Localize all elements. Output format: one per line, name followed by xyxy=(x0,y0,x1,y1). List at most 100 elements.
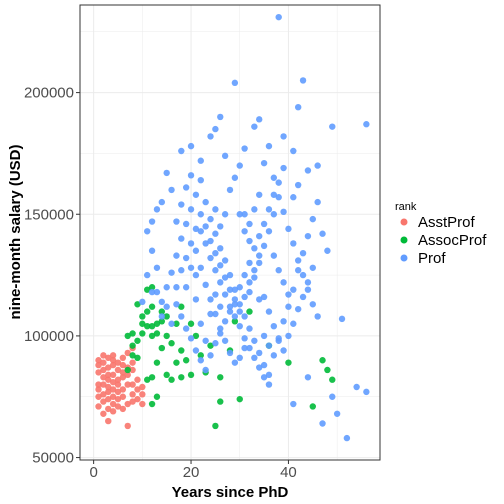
data-point-prof xyxy=(270,174,278,181)
data-point-assocprof xyxy=(178,347,185,354)
data-point-assocprof xyxy=(319,357,326,364)
data-point-assocprof xyxy=(144,322,151,330)
data-point-assocprof xyxy=(197,352,204,359)
x-axis-title: Years since PhD xyxy=(172,484,289,501)
data-point-asstprof xyxy=(134,386,141,393)
data-point-prof xyxy=(231,359,239,366)
data-point-prof xyxy=(260,361,268,369)
data-point-prof xyxy=(309,215,316,223)
data-point-asstprof xyxy=(124,400,131,408)
data-point-asstprof xyxy=(139,391,146,398)
data-point-prof xyxy=(192,191,200,198)
data-point-prof xyxy=(241,271,248,279)
data-point-prof xyxy=(260,242,268,250)
data-point-prof xyxy=(212,291,219,298)
data-point-assocprof xyxy=(139,320,146,327)
data-point-assocprof xyxy=(163,332,170,340)
data-point-prof xyxy=(251,123,258,130)
data-point-prof xyxy=(231,174,239,181)
data-point-assocprof xyxy=(168,376,175,383)
y-tick-label: 150000 xyxy=(24,206,74,223)
data-point-prof xyxy=(173,218,180,225)
data-point-prof xyxy=(212,340,219,347)
data-point-asstprof xyxy=(139,383,146,391)
data-point-asstprof xyxy=(105,354,112,362)
data-point-prof xyxy=(158,313,166,320)
data-point-prof xyxy=(212,230,219,237)
data-point-asstprof xyxy=(100,366,107,374)
data-point-assocprof xyxy=(148,303,156,310)
data-point-prof xyxy=(187,172,195,179)
data-point-assocprof xyxy=(168,340,175,347)
data-point-prof xyxy=(363,388,370,396)
data-point-prof xyxy=(260,332,268,340)
data-point-prof xyxy=(314,198,321,206)
data-point-prof xyxy=(299,77,307,84)
data-point-assocprof xyxy=(124,366,131,374)
data-point-prof xyxy=(265,342,273,349)
data-point-prof xyxy=(187,335,195,342)
data-point-prof xyxy=(251,267,258,274)
data-point-assocprof xyxy=(153,330,161,337)
data-point-assocprof xyxy=(173,359,180,366)
data-point-asstprof xyxy=(114,359,122,366)
data-point-prof xyxy=(197,228,204,235)
legend-label-assocprof: AssocProf xyxy=(418,232,487,249)
data-point-asstprof xyxy=(109,352,117,359)
data-point-prof xyxy=(256,364,263,371)
data-point-prof xyxy=(285,291,292,298)
data-point-asstprof xyxy=(109,386,117,393)
data-point-prof xyxy=(221,211,229,218)
data-point-assocprof xyxy=(187,320,195,327)
data-point-prof xyxy=(290,320,297,327)
data-point-prof xyxy=(236,308,243,315)
data-point-prof xyxy=(163,169,170,177)
data-point-prof xyxy=(182,220,190,228)
data-point-prof xyxy=(226,349,234,357)
data-point-prof xyxy=(256,259,263,267)
data-point-prof xyxy=(265,206,273,213)
data-point-asstprof xyxy=(114,376,122,383)
data-point-prof xyxy=(304,232,312,240)
data-point-prof xyxy=(197,211,204,218)
data-point-prof xyxy=(207,237,214,245)
data-point-asstprof xyxy=(95,361,102,369)
data-point-assocprof xyxy=(178,374,185,381)
data-point-prof xyxy=(275,337,282,344)
data-point-prof xyxy=(187,206,195,213)
data-point-prof xyxy=(290,400,297,408)
data-point-asstprof xyxy=(119,354,127,362)
data-point-assocprof xyxy=(144,286,151,293)
data-point-asstprof xyxy=(95,381,102,388)
data-point-prof xyxy=(246,220,253,228)
data-point-prof xyxy=(178,313,185,320)
data-point-asstprof xyxy=(109,400,117,408)
data-point-assocprof xyxy=(178,303,185,310)
data-point-prof xyxy=(192,296,200,303)
data-point-prof xyxy=(212,206,219,213)
y-tick-label: 100000 xyxy=(24,328,74,345)
data-point-asstprof xyxy=(124,381,131,388)
data-point-prof xyxy=(221,274,229,281)
data-point-asstprof xyxy=(105,371,112,379)
data-point-prof xyxy=(309,301,316,308)
data-point-prof xyxy=(197,357,204,364)
data-point-prof xyxy=(241,228,248,235)
data-point-prof xyxy=(168,186,175,194)
data-point-prof xyxy=(207,254,214,262)
data-point-prof xyxy=(256,116,263,123)
data-point-asstprof xyxy=(95,369,102,376)
data-point-prof xyxy=(221,318,229,325)
data-point-asstprof xyxy=(109,357,117,364)
data-point-assocprof xyxy=(139,330,146,337)
data-point-prof xyxy=(241,145,248,152)
data-point-prof xyxy=(212,249,219,257)
data-point-assocprof xyxy=(163,313,170,320)
data-point-prof xyxy=(275,179,282,186)
data-point-assocprof xyxy=(129,330,136,337)
data-point-prof xyxy=(260,220,268,228)
data-point-assocprof xyxy=(173,320,180,327)
data-point-prof xyxy=(343,434,351,442)
legend-key-asstprof xyxy=(400,218,408,226)
data-point-prof xyxy=(178,201,185,208)
